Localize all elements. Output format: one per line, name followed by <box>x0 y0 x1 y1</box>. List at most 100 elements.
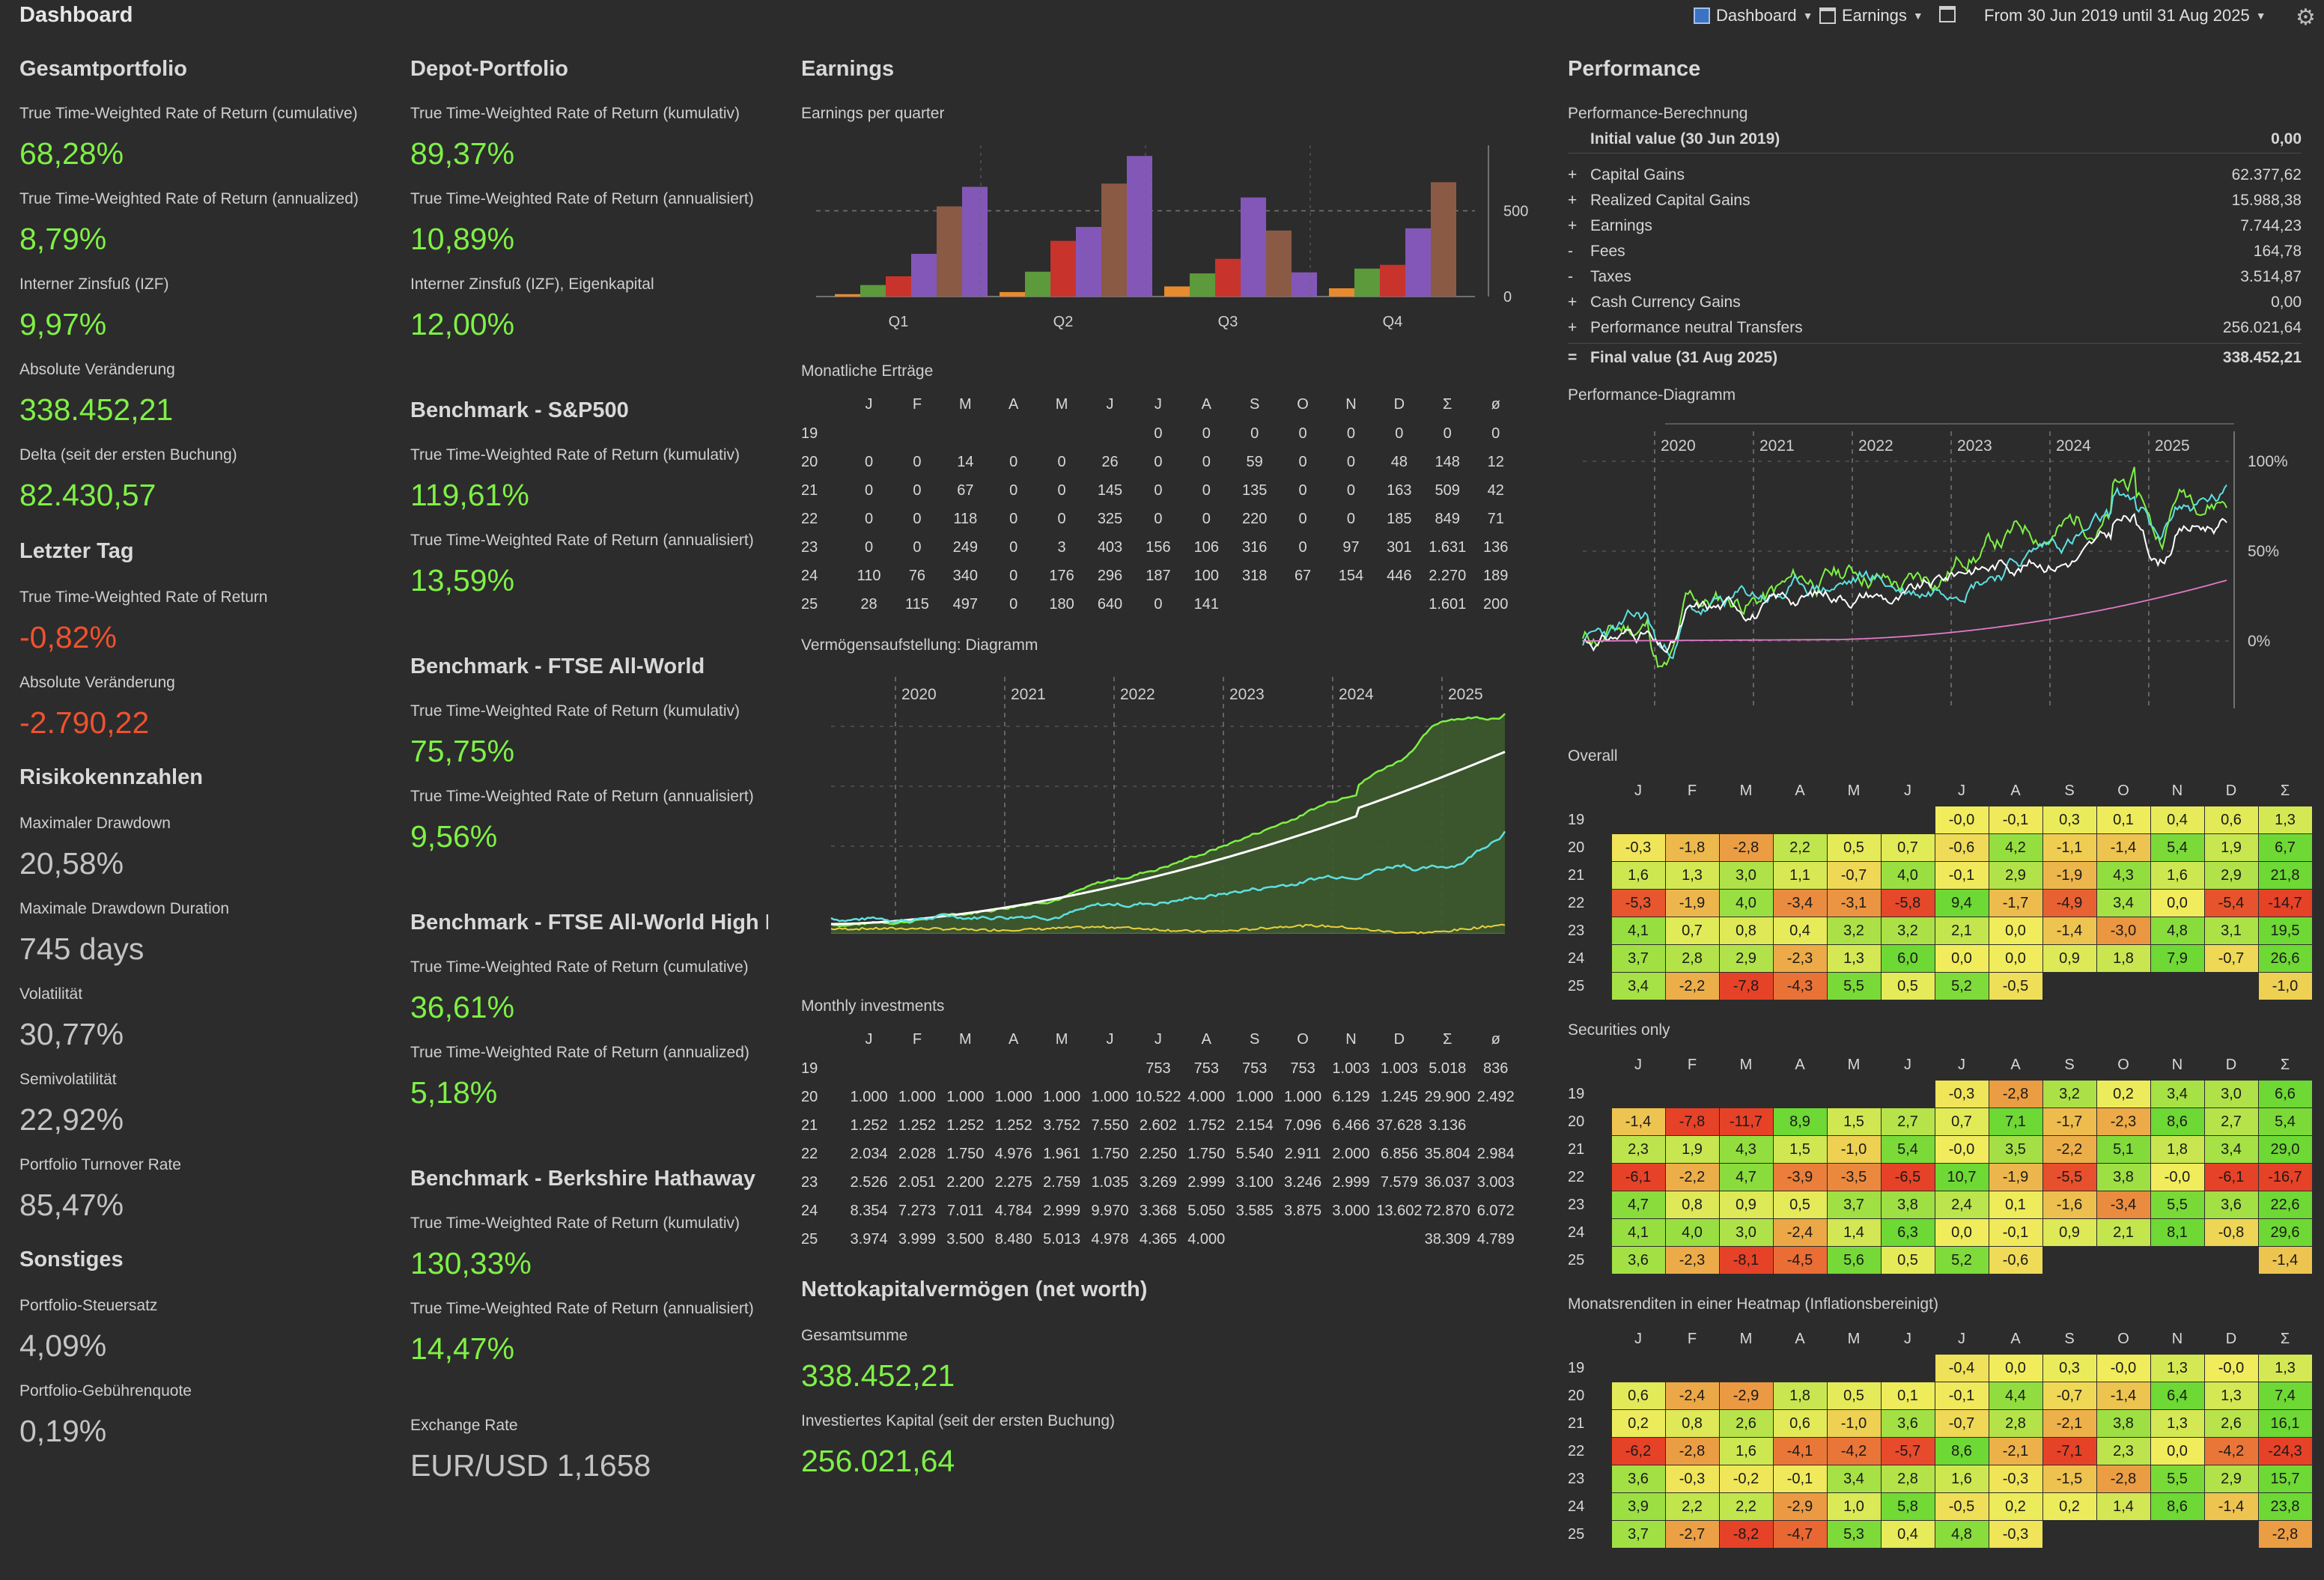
invested-capital-label: Investiertes Kapital (seit der ersten Bu… <box>801 1412 1116 1429</box>
year-cell: 25 <box>801 595 818 613</box>
value-cell: 0 <box>1298 453 1307 470</box>
value-cell: 1.000 <box>1043 1088 1081 1105</box>
heatmap-cell: 2,9 <box>1718 944 1774 973</box>
ttwror-ann-label: True Time-Weighted Rate of Return (annua… <box>19 190 359 207</box>
earnings-bar <box>937 206 962 297</box>
abs-change-value: 338.452,21 <box>19 392 174 427</box>
value-cell: 1.000 <box>1235 1088 1274 1105</box>
header-cell: S <box>2064 782 2075 799</box>
value-cell: 2.999 <box>1332 1173 1370 1191</box>
header-cell: A <box>2010 1056 2021 1073</box>
heatmap-cell: -0,1 <box>1988 806 2043 834</box>
header-cell: J <box>865 395 873 413</box>
heatmap-overall: J F M A M J J A S O N D Σ 19 -0,0 -0,1 0,3 0,1 0,4 0,6 1,3 20… <box>1568 776 2313 1000</box>
heatmap-cell: 1,3 <box>2150 1354 2205 1382</box>
value-cell: 3.974 <box>850 1230 888 1248</box>
settings-button[interactable]: ⚙ <box>2296 4 2316 31</box>
heatmap-cell: 2,4 <box>1934 1191 1989 1219</box>
performance-diagram-label: Performance-Diagramm <box>1568 386 1736 404</box>
performance-chart: 100% 50% 0% 2020 2021 2022 2023 2024 2025 <box>1582 423 2288 708</box>
value-cell: 2.275 <box>994 1173 1032 1191</box>
header-cell: ø <box>1491 1030 1500 1048</box>
header-cell: D <box>1393 395 1405 413</box>
value-cell: 2.999 <box>1187 1173 1226 1191</box>
sign: + <box>1568 166 1578 183</box>
depot-izf-value: 12,00% <box>410 307 515 341</box>
value-cell: 180 <box>1049 595 1074 613</box>
heatmap-cell <box>1772 1354 1828 1382</box>
chevron-down-icon: ▼ <box>2255 10 2266 22</box>
header-cell: A <box>1795 1056 1805 1073</box>
heatmap-securities-label: Securities only <box>1568 1021 1670 1039</box>
value-cell: 7.096 <box>1284 1116 1322 1134</box>
value-cell: 753 <box>1193 1060 1219 1077</box>
invested-capital-value: 256.021,64 <box>801 1444 955 1478</box>
heatmap-cell: 3,4 <box>1826 1465 1882 1493</box>
heatmap-cell: -2,2 <box>1664 1163 1720 1191</box>
year-cell: 21 <box>1568 866 1585 884</box>
value-cell: 1.752 <box>1187 1116 1226 1134</box>
earnings-selector[interactable]: Earnings ▼ <box>1819 6 1923 25</box>
new-window-button[interactable] <box>1939 6 1956 22</box>
value-cell: 3.585 <box>1235 1202 1274 1219</box>
header-cell: A <box>2010 1330 2021 1347</box>
header-cell: D <box>2225 1056 2237 1073</box>
header-cell: M <box>1739 1330 1753 1347</box>
row-label: Cash Currency Gains <box>1590 294 1741 311</box>
window-icon <box>1819 7 1836 24</box>
value-cell: 3.000 <box>1332 1202 1370 1219</box>
heatmap-cell: 1,3 <box>2257 806 2313 834</box>
value-cell: 4.789 <box>1476 1230 1515 1248</box>
value-cell: 110 <box>857 567 881 584</box>
heatmap-cell <box>1610 1354 1666 1382</box>
heatmap-cell: -0,8 <box>2203 1218 2259 1247</box>
heatmap-cell: 5,8 <box>1880 1492 1935 1521</box>
value-cell: 3 <box>1057 538 1066 556</box>
heatmap-cell: 2,3 <box>2096 1437 2151 1465</box>
depot-ann-value: 10,89% <box>410 222 515 256</box>
heatmap-cell: 1,3 <box>2257 1354 2313 1382</box>
heatmap-cell: 2,8 <box>1880 1465 1935 1493</box>
value-cell: 1.000 <box>1091 1088 1129 1105</box>
header-cell: M <box>1847 1056 1861 1073</box>
value-cell: 115 <box>905 595 929 613</box>
value-cell: 1.000 <box>898 1088 936 1105</box>
dashboard-selector[interactable]: Dashboard ▼ <box>1694 6 1813 25</box>
brk-cum-label: True Time-Weighted Rate of Return (kumul… <box>410 1215 740 1232</box>
value-cell: 0 <box>1009 453 1018 470</box>
year-cell: 20 <box>1568 839 1585 856</box>
header-cell: M <box>1055 395 1068 413</box>
heatmap-cell: 4,3 <box>1718 1135 1774 1164</box>
header-cell: J <box>1634 1056 1642 1073</box>
value-cell: 1.252 <box>850 1116 888 1134</box>
value-cell: 1.252 <box>994 1116 1032 1134</box>
header-cell: A <box>2010 782 2021 799</box>
heatmap-cell: -1,5 <box>2042 1465 2097 1493</box>
heatmap-cell: 1,3 <box>2203 1382 2259 1410</box>
year-cell: 25 <box>1568 977 1585 994</box>
value-cell <box>1279 590 1327 619</box>
heatmap-cell: -3,0 <box>2096 917 2151 945</box>
value-cell: 0 <box>1009 538 1018 556</box>
earnings-bar <box>1101 183 1127 297</box>
last-day-ttwror-value: -0,82% <box>19 620 117 654</box>
table-row: 21 1.252 1.252 1.252 1.252 3.752 7.550 2.602 1.7… <box>801 1111 1520 1140</box>
header-cell: Σ <box>1443 1030 1452 1048</box>
heatmap-cell: 4,0 <box>1718 889 1774 917</box>
heatmap-cell: 0,0 <box>1988 944 2043 973</box>
heatmap-cell: 4,0 <box>1664 1218 1720 1247</box>
header-cell: S <box>2064 1330 2075 1347</box>
table-row: 22 0 0 118 0 0 325 0 0 220 0 0 185 849 71 <box>801 505 1520 533</box>
year-cell: 21 <box>801 1116 818 1134</box>
value-cell <box>1230 590 1278 619</box>
header-cell: F <box>912 395 922 413</box>
earnings-bar <box>1076 227 1101 297</box>
y-tick-label: 50% <box>2248 543 2279 560</box>
value-cell: 0 <box>864 453 874 470</box>
header-cell: A <box>1795 782 1805 799</box>
heatmap-cell: 0,3 <box>2042 1354 2097 1382</box>
earnings-bar <box>1329 288 1354 297</box>
section-title-letzter-tag: Letzter Tag <box>19 539 134 563</box>
header-cell <box>1568 1050 1611 1081</box>
date-range-selector[interactable]: From 30 Jun 2019 until 31 Aug 2025 ▼ <box>1984 6 2266 25</box>
